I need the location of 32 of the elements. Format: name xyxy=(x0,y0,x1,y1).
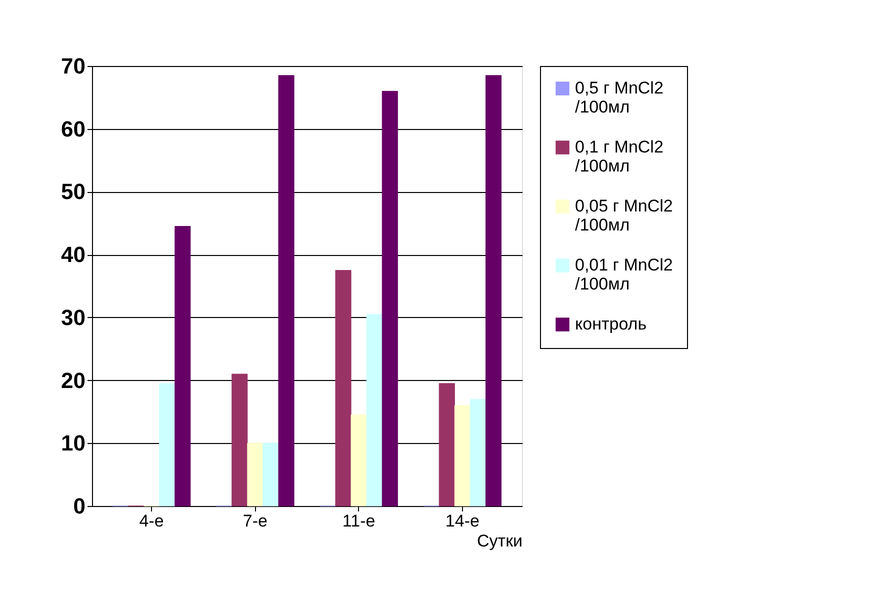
bar xyxy=(247,442,264,506)
bar xyxy=(159,383,176,506)
bar xyxy=(278,75,294,506)
bar xyxy=(350,414,367,506)
x-tick-label: 14-е xyxy=(445,512,480,530)
legend-label: контроль xyxy=(575,314,647,334)
y-tick-label: 40 xyxy=(61,242,86,268)
bar xyxy=(454,405,470,506)
legend-label: 0,05 г MnCl2 /100мл xyxy=(575,196,673,234)
x-axis-title: Сутки xyxy=(477,532,522,550)
y-tick-label: 10 xyxy=(61,430,86,456)
x-tick-label: 4-е xyxy=(139,512,164,530)
bar xyxy=(366,314,382,506)
legend-label: 0,1 г MnCl2 /100мл xyxy=(575,138,664,176)
y-tick-label: 20 xyxy=(61,368,86,393)
legend-label: 0,5 г MnCl2 /100мл xyxy=(575,78,664,116)
bar xyxy=(262,442,279,506)
y-tick-label: 0 xyxy=(73,494,86,518)
bar xyxy=(485,75,502,506)
y-tick-label: 70 xyxy=(61,54,86,78)
legend-label: 0,01 г MnCl2 /100мл xyxy=(575,256,673,294)
bar xyxy=(438,383,455,506)
bar xyxy=(232,374,248,506)
bar xyxy=(174,226,191,506)
y-tick-label: 60 xyxy=(61,116,86,142)
y-tick-label: 30 xyxy=(61,304,86,330)
bar xyxy=(335,270,352,506)
x-tick-label: 7-е xyxy=(242,512,268,530)
x-tick-label: 11-е xyxy=(342,512,376,530)
bar xyxy=(382,90,398,506)
bar xyxy=(470,398,486,506)
y-tick-label: 50 xyxy=(61,179,86,204)
